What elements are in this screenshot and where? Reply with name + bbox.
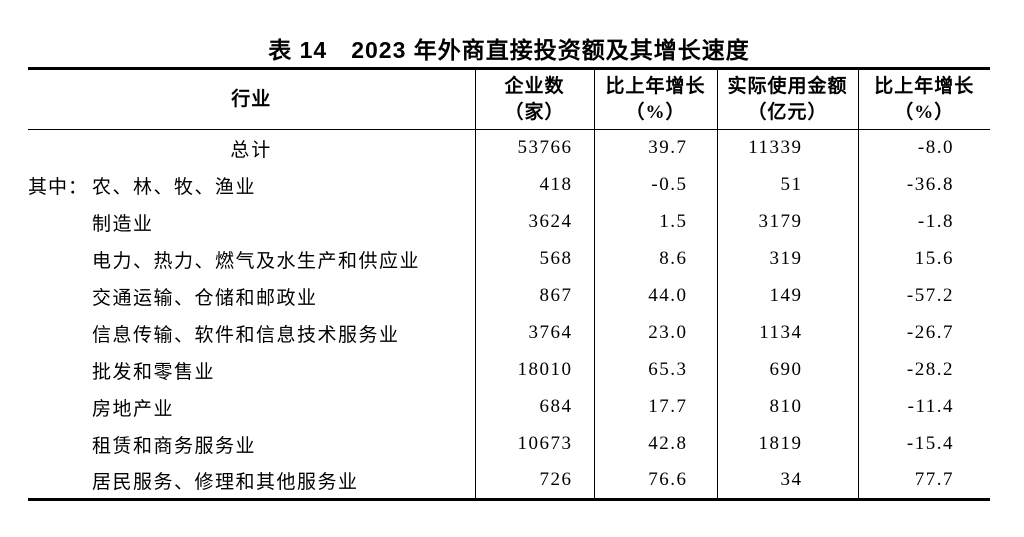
header-label: 比上年增长	[874, 75, 975, 97]
table-header: 行业 企业数 （家） 比上年增长 （%） 实际使用金额 （亿元） 比上年增长 （…	[28, 68, 990, 130]
amount-value: 1134	[716, 314, 858, 352]
industry-label: 批发和零售业	[92, 361, 216, 383]
growth-enterprises-value: 1.5	[593, 203, 717, 241]
industry-cell: 居民服务、修理和其他服务业	[28, 463, 475, 500]
growth-amount-value: 77.7	[857, 462, 990, 500]
industry-cell: 交通运输、仓储和邮政业	[28, 278, 475, 315]
header-unit: （亿元）	[747, 101, 828, 123]
growth-enterprises-value: 23.0	[593, 314, 717, 352]
industry-label: 交通运输、仓储和邮政业	[92, 287, 318, 309]
industry-label: 农、林、牧、渔业	[92, 176, 257, 198]
industry-cell: 制造业	[28, 204, 475, 241]
header-label: 比上年增长	[605, 75, 706, 97]
row-prefix: 其中：	[28, 176, 89, 198]
industry-label: 总计	[230, 139, 273, 161]
industry-label: 电力、热力、燃气及水生产和供应业	[92, 250, 421, 272]
industry-label: 租赁和商务服务业	[92, 435, 257, 457]
growth-amount-value: -57.2	[857, 277, 990, 315]
table-row: 其中： 农、林、牧、渔业 418 -0.5 51 -36.8	[28, 166, 990, 204]
amount-value: 1819	[716, 425, 858, 463]
growth-enterprises-value: 44.0	[593, 277, 717, 315]
table-row-total: 总计 53766 39.7 11339 -8.0	[28, 129, 990, 167]
table-row: 电力、热力、燃气及水生产和供应业 568 8.6 319 15.6	[28, 240, 990, 278]
amount-value: 810	[716, 388, 858, 426]
header-unit: （家）	[504, 101, 565, 123]
amount-value: 51	[716, 166, 858, 204]
amount-value: 34	[716, 462, 858, 500]
growth-amount-value: -1.8	[857, 203, 990, 241]
enterprises-value: 568	[474, 240, 594, 278]
industry-cell: 其中： 农、林、牧、渔业	[28, 167, 475, 204]
header-label: 实际使用金额	[727, 75, 848, 97]
col-header-enterprises: 企业数 （家）	[474, 68, 594, 130]
table-row: 房地产业 684 17.7 810 -11.4	[28, 388, 990, 426]
col-header-growth-enterprises: 比上年增长 （%）	[593, 68, 717, 130]
industry-label: 房地产业	[92, 398, 175, 420]
growth-amount-value: 15.6	[857, 240, 990, 278]
header-label: 行业	[231, 88, 272, 110]
growth-amount-value: -8.0	[857, 129, 990, 167]
amount-value: 149	[716, 277, 858, 315]
header-label: 企业数	[504, 75, 565, 97]
table-row: 租赁和商务服务业 10673 42.8 1819 -15.4	[28, 425, 990, 463]
growth-amount-value: -26.7	[857, 314, 990, 352]
table-row: 信息传输、软件和信息技术服务业 3764 23.0 1134 -26.7	[28, 314, 990, 352]
table-row: 批发和零售业 18010 65.3 690 -28.2	[28, 351, 990, 389]
industry-label: 居民服务、修理和其他服务业	[92, 471, 359, 493]
table-row: 交通运输、仓储和邮政业 867 44.0 149 -57.2	[28, 277, 990, 315]
industry-cell: 信息传输、软件和信息技术服务业	[28, 315, 475, 352]
growth-enterprises-value: 39.7	[593, 129, 717, 167]
col-header-amount: 实际使用金额 （亿元）	[716, 68, 858, 130]
growth-amount-value: -36.8	[857, 166, 990, 204]
header-row: 行业 企业数 （家） 比上年增长 （%） 实际使用金额 （亿元） 比上年增长 （…	[28, 68, 990, 130]
growth-enterprises-value: -0.5	[593, 166, 717, 204]
page-title: 表 14 2023 年外商直接投资额及其增长速度	[268, 37, 750, 63]
enterprises-value: 3764	[474, 314, 594, 352]
enterprises-value: 3624	[474, 203, 594, 241]
table-row: 制造业 3624 1.5 3179 -1.8	[28, 203, 990, 241]
enterprises-value: 10673	[474, 425, 594, 463]
col-header-growth-amount: 比上年增长 （%）	[857, 68, 990, 130]
amount-value: 690	[716, 351, 858, 389]
header-unit: （%）	[894, 101, 955, 123]
industry-cell: 批发和零售业	[28, 352, 475, 389]
enterprises-value: 684	[474, 388, 594, 426]
industry-label: 信息传输、软件和信息技术服务业	[92, 324, 400, 346]
growth-amount-value: -11.4	[857, 388, 990, 426]
amount-value: 3179	[716, 203, 858, 241]
header-unit: （%）	[625, 101, 686, 123]
growth-enterprises-value: 65.3	[593, 351, 717, 389]
industry-cell: 租赁和商务服务业	[28, 426, 475, 463]
industry-cell: 房地产业	[28, 389, 475, 426]
fdi-statistics-table: 行业 企业数 （家） 比上年增长 （%） 实际使用金额 （亿元） 比上年增长 （…	[28, 67, 990, 501]
table-body: 总计 53766 39.7 11339 -8.0 其中： 农、林、牧、渔业 418…	[28, 129, 990, 500]
enterprises-value: 418	[474, 166, 594, 204]
growth-amount-value: -28.2	[857, 351, 990, 389]
amount-value: 11339	[716, 129, 858, 167]
growth-amount-value: -15.4	[857, 425, 990, 463]
industry-label: 制造业	[92, 213, 154, 235]
industry-cell: 电力、热力、燃气及水生产和供应业	[28, 241, 475, 278]
growth-enterprises-value: 76.6	[593, 462, 717, 500]
table-row: 居民服务、修理和其他服务业 726 76.6 34 77.7	[28, 462, 990, 500]
growth-enterprises-value: 17.7	[593, 388, 717, 426]
growth-enterprises-value: 42.8	[593, 425, 717, 463]
enterprises-value: 53766	[474, 129, 594, 167]
enterprises-value: 726	[474, 462, 594, 500]
col-header-industry: 行业	[28, 68, 475, 130]
enterprises-value: 867	[474, 277, 594, 315]
amount-value: 319	[716, 240, 858, 278]
enterprises-value: 18010	[474, 351, 594, 389]
growth-enterprises-value: 8.6	[593, 240, 717, 278]
